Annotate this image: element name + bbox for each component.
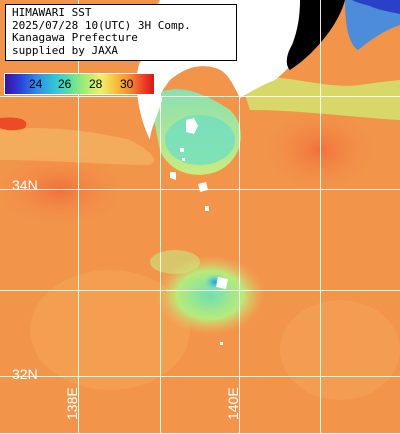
title-line-3: Kanagawa Prefecture <box>12 31 138 44</box>
island-niijima <box>182 158 185 161</box>
title-line-2: 2025/07/28 10(UTC) 3H Comp. <box>12 18 191 32</box>
title-line-4: supplied by JAXA <box>12 43 118 57</box>
tokyo-bay-dark <box>286 0 345 70</box>
cool-patch-islands <box>155 255 265 335</box>
warm-coast-spot <box>0 117 27 131</box>
cool-water-bay-center <box>165 115 235 165</box>
temperature-color-scale: 24 26 28 30 <box>4 73 155 95</box>
island-toshima <box>180 148 184 152</box>
scale-tick-24: 24 <box>29 77 43 91</box>
lat-label-34n: 34N <box>12 177 38 193</box>
island-oshima <box>186 118 198 134</box>
scale-tick-30: 30 <box>120 77 134 91</box>
lighter-area-southwest <box>30 270 190 390</box>
lat-label-32n: 32N <box>12 366 38 382</box>
title-line-1: HIMAWARI SST <box>12 6 92 19</box>
scale-tick-26: 26 <box>58 77 72 91</box>
island-shikinejima <box>170 172 176 180</box>
cool-filament <box>150 250 200 274</box>
coastal-water-west <box>0 128 154 165</box>
lon-label-140e: 140E <box>225 387 241 420</box>
lon-label-138e: 138E <box>64 387 80 420</box>
boso-colder-water <box>352 0 400 14</box>
island-hachijojima <box>216 277 228 289</box>
lighter-area-southeast <box>280 300 400 400</box>
boso-cold-water <box>345 0 400 50</box>
scale-tick-28: 28 <box>89 77 103 91</box>
island-miyakejima <box>205 206 209 211</box>
map-title-box: HIMAWARI SST 2025/07/28 10(UTC) 3H Comp.… <box>5 4 237 61</box>
island-aogashima <box>220 342 223 345</box>
